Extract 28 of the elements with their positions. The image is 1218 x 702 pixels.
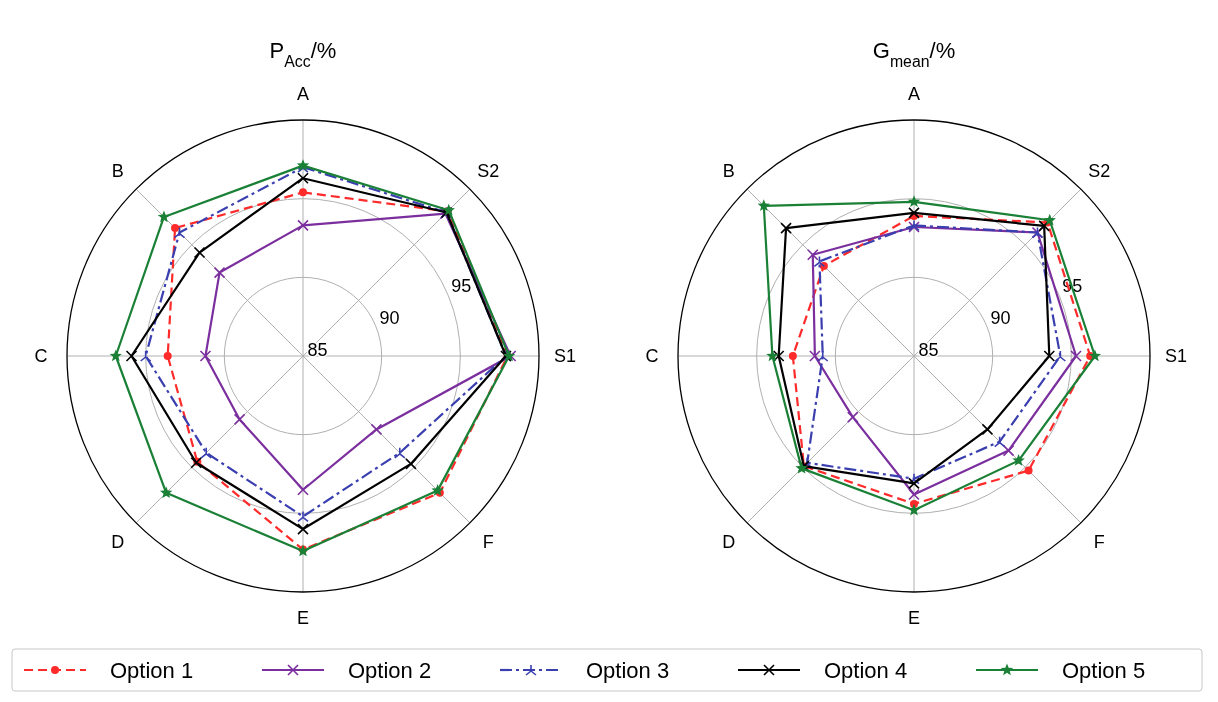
chart-title: P$_{Acc}$/% [269, 38, 337, 70]
spoke-label: S2 [477, 161, 500, 182]
spoke-label: S2 [1088, 161, 1111, 182]
legend-label: Option 5 [1062, 657, 1146, 683]
legend-label: Option 1 [110, 657, 194, 683]
spoke-label: E [296, 608, 310, 629]
spoke-label: F [482, 531, 494, 552]
y-tick-label: 85 [918, 339, 939, 360]
spoke-label: E [907, 608, 921, 629]
spoke-label: A [296, 84, 310, 105]
spoke-label: S1 [1164, 346, 1188, 367]
legend-label: Option 3 [586, 657, 670, 683]
spoke-label: D [722, 531, 736, 552]
y-tick-label: 90 [990, 307, 1011, 328]
spoke-label: B [722, 161, 735, 182]
spoke-label: A [907, 84, 921, 105]
spoke-label: C [645, 346, 659, 367]
spoke-label: B [111, 161, 124, 182]
y-tick-label: 95 [451, 275, 472, 296]
spoke-label: F [1093, 531, 1105, 552]
y-tick-label: 90 [379, 307, 400, 328]
legend-label: Option 2 [348, 657, 432, 683]
legend-label: Option 4 [824, 657, 908, 683]
spoke-label: C [34, 346, 48, 367]
chart-title: G$_{mean}$/% [872, 38, 956, 70]
spoke-label: S1 [553, 346, 577, 367]
y-tick-label: 85 [307, 339, 328, 360]
spoke-label: D [111, 531, 125, 552]
